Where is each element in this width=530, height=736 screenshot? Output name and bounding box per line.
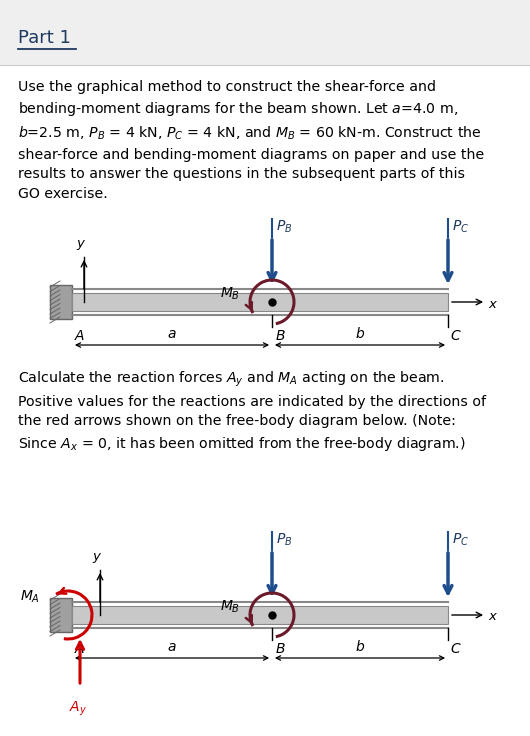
Bar: [0, 0, 530, 65]
Text: $A$: $A$: [74, 329, 85, 343]
Text: $P_B$: $P_B$: [276, 531, 293, 548]
Text: $x$: $x$: [488, 297, 498, 311]
Text: $P_B$: $P_B$: [276, 219, 293, 235]
Text: $B$: $B$: [275, 329, 286, 343]
Text: $A_y$: $A_y$: [69, 700, 87, 718]
Text: $A$: $A$: [74, 642, 85, 656]
Bar: [72, 606, 448, 624]
Bar: [50, 598, 72, 632]
Text: $P_C$: $P_C$: [452, 531, 469, 548]
Bar: [72, 293, 448, 311]
Text: $P_C$: $P_C$: [452, 219, 469, 235]
Text: Part 1: Part 1: [18, 29, 71, 47]
Text: Calculate the reaction forces $A_y$ and $M_A$ acting on the beam.
Positive value: Calculate the reaction forces $A_y$ and …: [18, 370, 486, 453]
Text: $C$: $C$: [450, 329, 462, 343]
Text: $M_B$: $M_B$: [220, 286, 240, 302]
Text: $C$: $C$: [450, 642, 462, 656]
Text: $b$: $b$: [355, 326, 365, 341]
Bar: [50, 285, 72, 319]
Text: $y$: $y$: [92, 551, 102, 565]
Text: $y$: $y$: [76, 238, 86, 252]
Text: $M_A$: $M_A$: [20, 589, 40, 605]
Text: $a$: $a$: [167, 327, 177, 341]
Text: $a$: $a$: [167, 640, 177, 654]
Text: $x$: $x$: [488, 610, 498, 623]
Text: $b$: $b$: [355, 639, 365, 654]
Text: $M_B$: $M_B$: [220, 599, 240, 615]
Text: Use the graphical method to construct the shear-force and
bending-moment diagram: Use the graphical method to construct th…: [18, 80, 484, 201]
Text: $B$: $B$: [275, 642, 286, 656]
